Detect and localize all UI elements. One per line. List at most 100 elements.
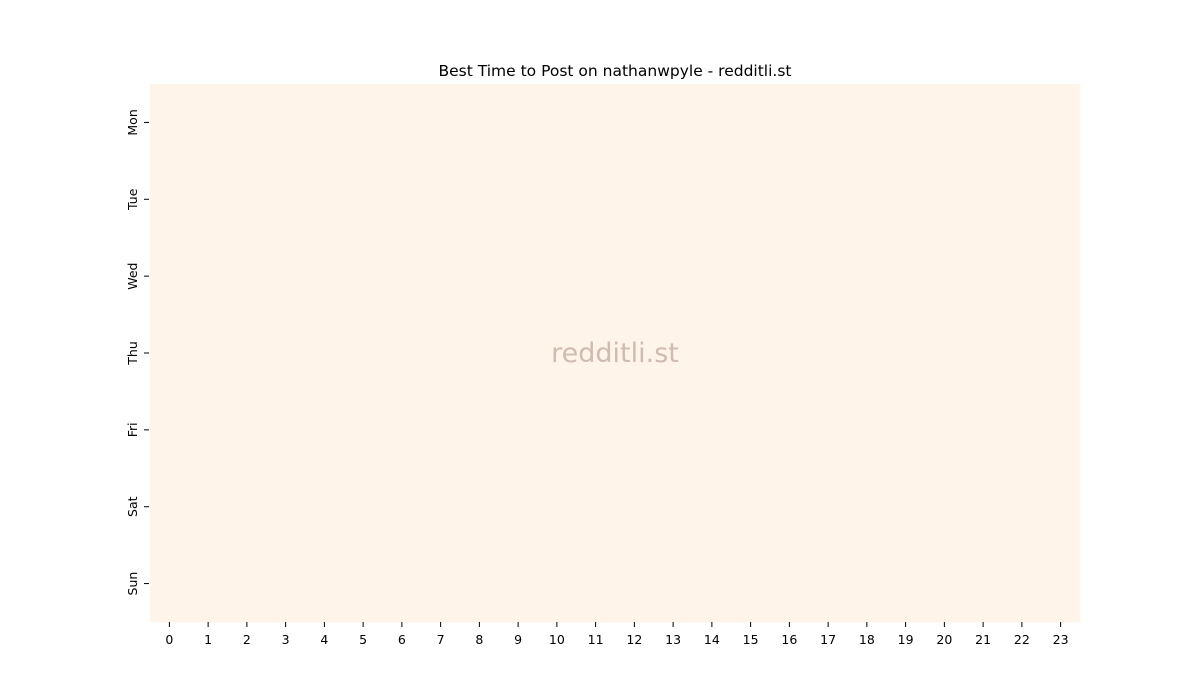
heatmap-cell (770, 545, 810, 623)
heatmap-cell (615, 237, 655, 316)
x-tick-label: 17 (820, 632, 836, 647)
x-tick-label: 10 (549, 632, 565, 647)
heatmap-cell (808, 545, 848, 623)
heatmap-cell (692, 237, 732, 316)
x-tick-label: 3 (282, 632, 290, 647)
heatmap-cell (1041, 84, 1081, 162)
heatmap-cell (576, 545, 616, 623)
heatmap-cell (576, 160, 616, 239)
heatmap-cell (770, 314, 810, 392)
heatmap-cell (382, 237, 422, 316)
heatmap-cell (421, 468, 461, 546)
heatmap-cell (692, 468, 732, 546)
heatmap-cell (847, 314, 887, 392)
heatmap-cell (692, 545, 732, 623)
x-tick-label: 11 (588, 632, 604, 647)
heatmap-cell (576, 314, 616, 392)
heatmap-cell (305, 237, 345, 316)
heatmap-cells (150, 84, 1081, 623)
heatmap-cell (1002, 545, 1042, 623)
x-tick-label: 18 (859, 632, 875, 647)
heatmap-cell (1041, 160, 1081, 239)
y-tick-label: Wed (125, 263, 140, 290)
heatmap-cell (886, 84, 926, 162)
heatmap-cell (731, 314, 771, 392)
heatmap-cell (963, 160, 1003, 239)
heatmap-cell (188, 545, 228, 623)
x-tick-label: 5 (359, 632, 367, 647)
heatmap-cell (1002, 84, 1042, 162)
heatmap-cell (537, 84, 577, 162)
y-tick-label: Tue (125, 188, 140, 211)
heatmap-cell (266, 545, 306, 623)
heatmap-cell (925, 160, 965, 239)
heatmap-cell (305, 468, 345, 546)
heatmap-cell (847, 545, 887, 623)
heatmap-cell (498, 160, 538, 239)
heatmap-cell (150, 468, 190, 546)
heatmap-cell (460, 160, 500, 239)
heatmap-cell (460, 545, 500, 623)
heatmap-cell (150, 84, 190, 162)
heatmap-cell (537, 237, 577, 316)
heatmap-cell (1002, 314, 1042, 392)
heatmap-cell (305, 545, 345, 623)
y-tick-label: Sat (125, 496, 140, 517)
x-tick-label: 1 (204, 632, 212, 647)
heatmap-cell (808, 84, 848, 162)
heatmap-cell (266, 468, 306, 546)
heatmap-cell (770, 84, 810, 162)
heatmap-cell (963, 391, 1003, 469)
heatmap-cell (305, 314, 345, 392)
heatmap-cell (886, 468, 926, 546)
heatmap-cell (886, 237, 926, 316)
heatmap-cell (576, 468, 616, 546)
heatmap-cell (847, 468, 887, 546)
heatmap-cell (847, 84, 887, 162)
heatmap-cell (770, 468, 810, 546)
heatmap-cell (731, 468, 771, 546)
heatmap-cell (847, 237, 887, 316)
heatmap-cell (305, 391, 345, 469)
heatmap-cell (925, 545, 965, 623)
x-axis: 0 1 2 3 4 5 6 7 8 9 10 11 12 13 14 15 16 17 18 19 20 21 22 23 (165, 622, 1069, 647)
heatmap-cell (498, 468, 538, 546)
heatmap-cell (925, 468, 965, 546)
y-tick-label: Thu (125, 341, 140, 365)
heatmap-cell (498, 545, 538, 623)
heatmap-cell (537, 160, 577, 239)
heatmap-cell (421, 237, 461, 316)
heatmap-cell (653, 545, 693, 623)
heatmap-cell (1041, 468, 1081, 546)
heatmap-cell (343, 160, 383, 239)
x-tick-label: 4 (320, 632, 328, 647)
heatmap-cell (886, 545, 926, 623)
heatmap-cell (537, 468, 577, 546)
heatmap-cell (188, 314, 228, 392)
heatmap-cell (343, 545, 383, 623)
x-tick-label: 20 (936, 632, 952, 647)
heatmap-cell (731, 160, 771, 239)
heatmap-cell (421, 84, 461, 162)
heatmap-cell (421, 391, 461, 469)
heatmap-cell (653, 160, 693, 239)
heatmap-cell (305, 84, 345, 162)
heatmap-cell (1041, 314, 1081, 392)
heatmap-cell (421, 545, 461, 623)
heatmap-cell (537, 545, 577, 623)
heatmap-cell (576, 391, 616, 469)
heatmap-cell (150, 391, 190, 469)
heatmap-cell (382, 84, 422, 162)
heatmap-cell (150, 314, 190, 392)
x-tick-label: 7 (437, 632, 445, 647)
heatmap-cell (227, 391, 267, 469)
heatmap-cell (305, 160, 345, 239)
heatmap-cell (460, 391, 500, 469)
heatmap-cell (576, 84, 616, 162)
heatmap-cell (653, 468, 693, 546)
x-tick-label: 19 (898, 632, 914, 647)
heatmap-cell (1002, 468, 1042, 546)
heatmap-cell (963, 314, 1003, 392)
heatmap-cell (537, 391, 577, 469)
heatmap-cell (1002, 237, 1042, 316)
